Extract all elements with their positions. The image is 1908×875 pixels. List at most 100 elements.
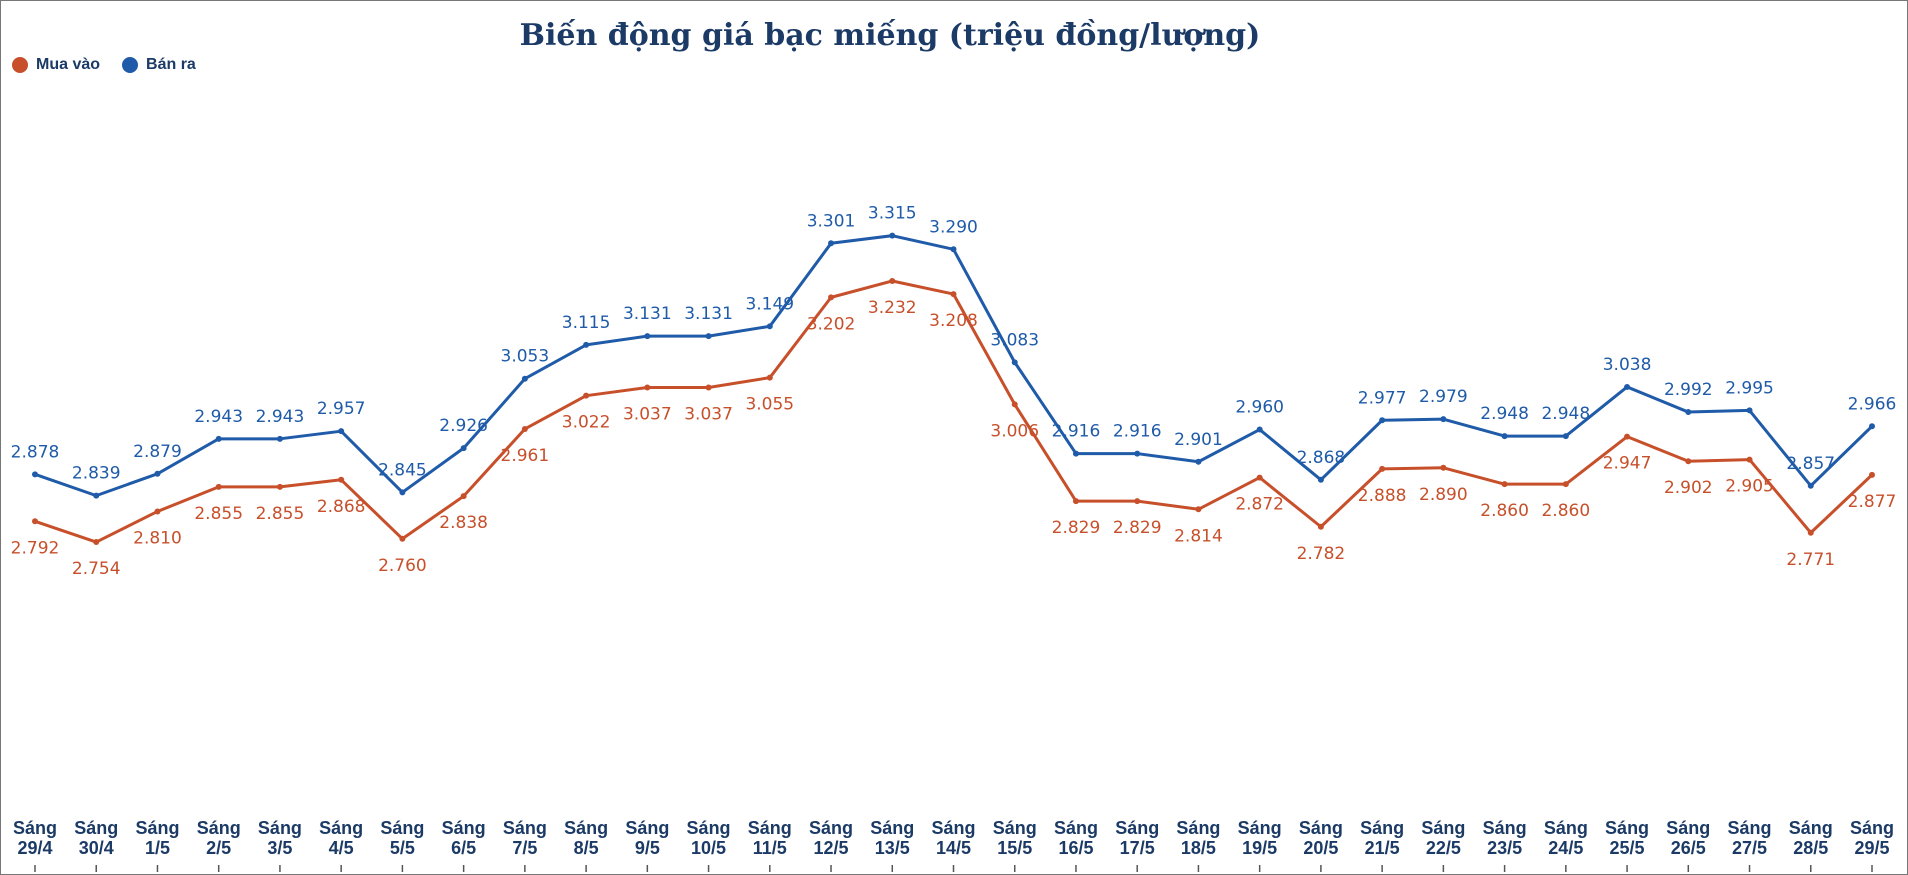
data-label-sell: 2.916 bbox=[1113, 422, 1162, 442]
data-point-buy[interactable] bbox=[1256, 474, 1263, 481]
x-tick-label: Sáng 27/5 bbox=[1728, 818, 1772, 858]
x-tick-label: Sáng 14/5 bbox=[931, 818, 975, 858]
data-point-buy[interactable] bbox=[32, 518, 38, 525]
data-point-buy[interactable] bbox=[1195, 506, 1202, 513]
data-point-sell[interactable] bbox=[1807, 482, 1814, 489]
data-point-sell[interactable] bbox=[154, 470, 161, 477]
data-point-sell[interactable] bbox=[1379, 417, 1386, 424]
data-point-sell[interactable] bbox=[950, 246, 957, 253]
data-point-buy[interactable] bbox=[1072, 498, 1079, 505]
x-tick-label: Sáng 3/5 bbox=[258, 818, 302, 858]
data-point-sell[interactable] bbox=[1869, 423, 1875, 430]
data-point-sell[interactable] bbox=[399, 489, 406, 496]
data-point-buy[interactable] bbox=[1011, 401, 1018, 408]
data-label-sell: 2.948 bbox=[1541, 404, 1590, 424]
data-point-buy[interactable] bbox=[1746, 456, 1753, 463]
data-point-sell[interactable] bbox=[338, 428, 345, 435]
data-point-sell[interactable] bbox=[1624, 383, 1631, 390]
x-tick-label: Sáng 26/5 bbox=[1666, 818, 1710, 858]
x-axis bbox=[34, 865, 1873, 872]
data-label-buy: 2.905 bbox=[1725, 477, 1774, 497]
data-label-buy: 3.037 bbox=[684, 404, 733, 424]
data-point-buy[interactable] bbox=[1134, 498, 1141, 505]
data-point-sell[interactable] bbox=[1501, 433, 1508, 440]
x-tick-label: Sáng 16/5 bbox=[1054, 818, 1098, 858]
data-point-buy[interactable] bbox=[1685, 458, 1692, 465]
x-tick-label: Sáng 21/5 bbox=[1360, 818, 1404, 858]
series-line-sell bbox=[34, 234, 1874, 498]
data-point-buy[interactable] bbox=[93, 539, 100, 546]
data-point-sell[interactable] bbox=[1746, 407, 1753, 414]
data-label-buy: 2.771 bbox=[1786, 550, 1835, 570]
data-point-buy[interactable] bbox=[1440, 464, 1447, 471]
data-label-sell: 2.916 bbox=[1052, 422, 1101, 442]
data-point-buy[interactable] bbox=[521, 425, 528, 432]
x-tick-label: Sáng 19/5 bbox=[1238, 818, 1282, 858]
data-point-sell[interactable] bbox=[1440, 416, 1447, 423]
data-point-sell[interactable] bbox=[705, 333, 712, 340]
data-point-sell[interactable] bbox=[521, 375, 528, 382]
data-point-sell[interactable] bbox=[1256, 426, 1263, 433]
x-tick-label: Sáng 17/5 bbox=[1115, 818, 1159, 858]
data-label-sell: 2.868 bbox=[1297, 448, 1346, 468]
data-point-buy[interactable] bbox=[828, 294, 835, 301]
data-point-buy[interactable] bbox=[1869, 471, 1875, 478]
data-point-buy[interactable] bbox=[644, 384, 651, 391]
x-tick-label: Sáng 15/5 bbox=[993, 818, 1037, 858]
data-point-sell[interactable] bbox=[1195, 458, 1202, 465]
data-point-buy[interactable] bbox=[460, 493, 467, 500]
data-point-buy[interactable] bbox=[399, 535, 406, 542]
data-point-sell[interactable] bbox=[644, 333, 651, 340]
data-label-sell: 3.131 bbox=[623, 304, 672, 324]
data-label-buy: 3.037 bbox=[623, 404, 672, 424]
data-point-buy[interactable] bbox=[1562, 481, 1569, 488]
legend-label-sell: Bán ra bbox=[146, 56, 196, 73]
data-point-buy[interactable] bbox=[705, 384, 712, 391]
data-point-buy[interactable] bbox=[1501, 481, 1508, 488]
data-point-sell[interactable] bbox=[583, 341, 590, 348]
data-point-sell[interactable] bbox=[1562, 433, 1569, 440]
data-point-buy[interactable] bbox=[154, 508, 161, 515]
data-point-buy[interactable] bbox=[276, 483, 283, 490]
x-tick-label: Sáng 13/5 bbox=[870, 818, 914, 858]
data-point-buy[interactable] bbox=[766, 374, 773, 381]
data-label-sell: 2.901 bbox=[1174, 430, 1223, 450]
data-point-buy[interactable] bbox=[1624, 433, 1631, 440]
x-tick-label: Sáng 24/5 bbox=[1544, 818, 1588, 858]
data-point-sell[interactable] bbox=[32, 471, 38, 478]
data-point-buy[interactable] bbox=[889, 277, 896, 284]
data-point-sell[interactable] bbox=[1317, 476, 1324, 483]
data-point-sell[interactable] bbox=[215, 435, 222, 442]
data-point-sell[interactable] bbox=[276, 435, 283, 442]
legend-item-buy[interactable]: Mua vào bbox=[12, 56, 100, 74]
legend-item-sell[interactable]: Bán ra bbox=[122, 56, 196, 74]
data-point-sell[interactable] bbox=[1685, 409, 1692, 416]
data-point-buy[interactable] bbox=[583, 392, 590, 399]
data-point-sell[interactable] bbox=[1072, 450, 1079, 457]
data-label-buy: 3.202 bbox=[807, 314, 856, 334]
data-point-buy[interactable] bbox=[950, 291, 957, 298]
data-label-buy: 2.829 bbox=[1052, 518, 1101, 538]
data-point-sell[interactable] bbox=[766, 323, 773, 330]
chart-title: Biến động giá bạc miếng (triệu đồng/lượn… bbox=[519, 18, 1261, 53]
x-tick-label: Sáng 29/5 bbox=[1850, 818, 1894, 858]
data-point-sell[interactable] bbox=[1134, 450, 1141, 457]
data-point-sell[interactable] bbox=[889, 232, 896, 239]
legend-swatch-buy bbox=[12, 57, 28, 73]
data-point-sell[interactable] bbox=[1011, 359, 1018, 366]
data-label-sell: 3.315 bbox=[868, 204, 917, 224]
data-point-sell[interactable] bbox=[828, 240, 835, 247]
data-label-sell: 3.038 bbox=[1603, 355, 1652, 375]
data-point-buy[interactable] bbox=[215, 483, 222, 490]
data-point-buy[interactable] bbox=[338, 476, 345, 483]
x-tick-label: Sáng 1/5 bbox=[135, 818, 179, 858]
data-point-buy[interactable] bbox=[1807, 529, 1814, 536]
data-label-buy: 2.890 bbox=[1419, 485, 1468, 505]
data-point-sell[interactable] bbox=[460, 445, 467, 452]
data-point-buy[interactable] bbox=[1379, 465, 1386, 472]
legend-label-buy: Mua vào bbox=[36, 56, 101, 73]
legend: Mua vào Bán ra bbox=[12, 56, 196, 74]
data-point-buy[interactable] bbox=[1317, 523, 1324, 530]
data-point-sell[interactable] bbox=[93, 492, 100, 499]
data-label-sell: 3.083 bbox=[990, 330, 1039, 350]
